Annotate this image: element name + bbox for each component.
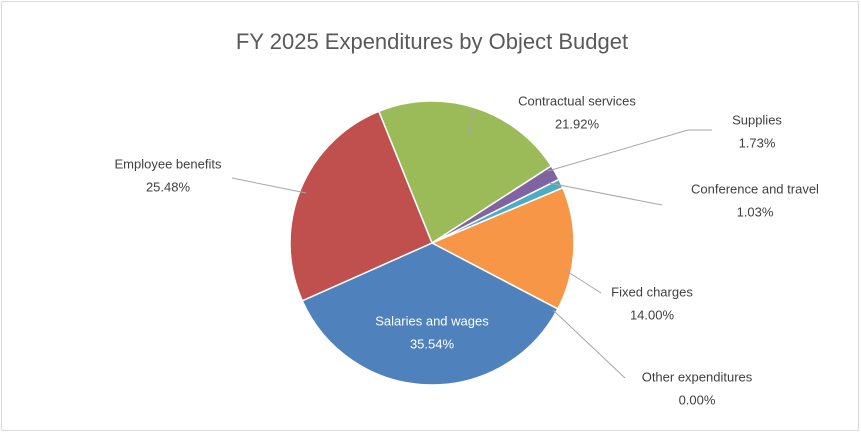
slice-value-label: 21.92% xyxy=(555,116,600,131)
slice-label: Contractual services xyxy=(518,93,636,108)
slice-value-label: 1.03% xyxy=(737,204,774,219)
leader-line xyxy=(231,177,307,194)
slice-label: Supplies xyxy=(732,112,782,127)
slice-value-label: 25.48% xyxy=(146,179,191,194)
leader-line xyxy=(547,129,712,172)
slice-label: Other expenditures xyxy=(642,369,753,384)
leader-line xyxy=(564,269,602,294)
pie-slice xyxy=(301,242,559,386)
leader-line xyxy=(552,309,626,379)
slice-value-label: 0.00% xyxy=(679,392,716,407)
pie-slice xyxy=(377,100,553,245)
leader-line xyxy=(469,109,474,137)
pie-slice xyxy=(289,110,433,302)
slice-label: Salaries and wages xyxy=(375,313,489,328)
slice-label: Conference and travel xyxy=(691,181,819,196)
pie-slice xyxy=(430,186,575,310)
slice-label: Fixed charges xyxy=(611,284,693,299)
slice-value-label: 14.00% xyxy=(630,307,675,322)
slice-value-label: 35.54% xyxy=(410,336,455,351)
slice-label: Employee benefits xyxy=(115,156,222,171)
slice-value-label: 1.73% xyxy=(739,135,776,150)
chart-title: FY 2025 Expenditures by Object Budget xyxy=(236,29,628,54)
leader-line xyxy=(548,182,663,206)
